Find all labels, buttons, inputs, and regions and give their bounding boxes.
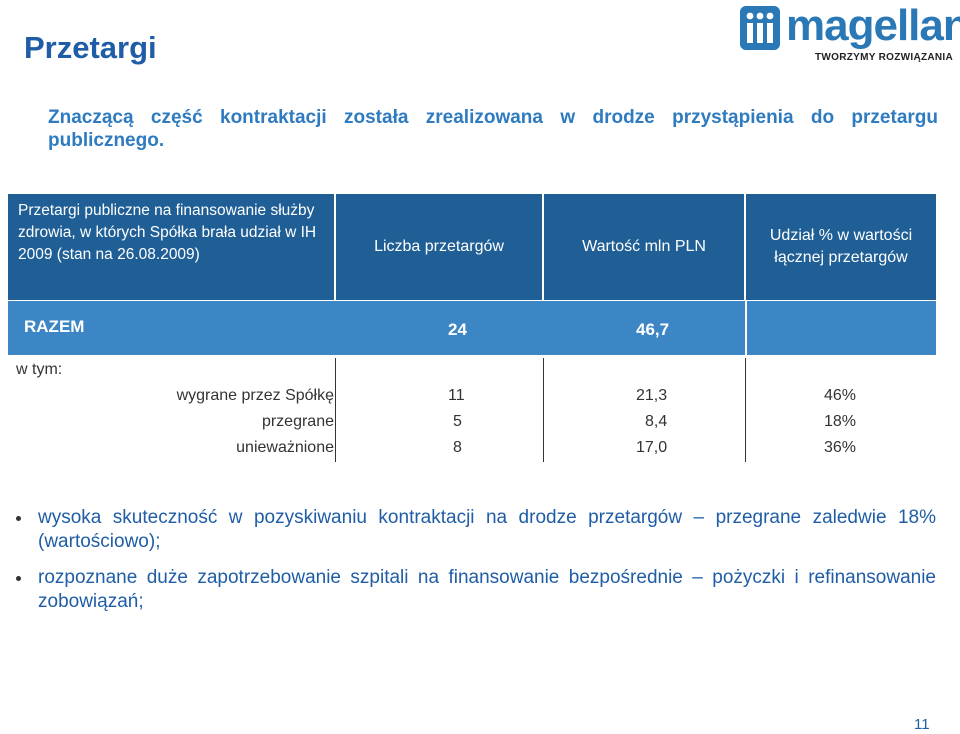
bullet-text: wysoka skuteczność w pozyskiwaniu kontra… [38,507,936,552]
table-header-share: Udział % w wartości łącznej przetargów [746,194,936,300]
row-share: 18% [824,413,857,430]
row-value: 21,3 [636,387,668,404]
bullet-dot-icon [16,576,21,581]
logo-wordmark: magellan [786,1,960,50]
column-divider [335,358,336,462]
company-logo: magellan TWORZYMY ROZWIĄZANIA [740,1,960,66]
row-label: unieważnione [236,439,334,456]
table-header-count: Liczba przetargów [336,194,542,300]
total-count: 24 [448,320,467,339]
total-label: RAZEM [24,317,85,336]
bullet-item: wysoka skuteczność w pozyskiwaniu kontra… [16,506,936,554]
table-header-value: Wartość mln PLN [544,194,744,300]
page-number: 11 [914,716,930,733]
total-value: 46,7 [636,320,670,339]
row-label: wygrane przez Spółkę [176,387,334,404]
table-header-description: Przetargi publiczne na finansowanie służ… [8,194,334,300]
row-count: 8 [453,439,462,456]
bullet-text: rozpoznane duże zapotrzebowanie szpitali… [38,567,936,612]
row-share: 46% [824,387,857,404]
row-count: 5 [453,413,462,430]
row-value: 17,0 [636,439,668,456]
row-count: 11 [448,387,465,404]
subtitle: Znaczącą część kontraktacji została zrea… [48,107,938,151]
magellan-logo-mark-icon [740,6,780,50]
row-label: przegrane [261,413,334,430]
column-divider [745,301,747,355]
bullet-dot-icon [16,516,21,521]
column-divider [745,358,746,462]
page-title: Przetargi [24,30,157,65]
row-value: 8,4 [645,413,668,430]
summary-bullets: wysoka skuteczność w pozyskiwaniu kontra… [16,506,936,626]
table-subheader: w tym: [16,361,63,378]
logo-tagline: TWORZYMY ROZWIĄZANIA [815,52,954,63]
table-total-row: RAZEM 24 46,7 [8,301,936,355]
bullet-item: rozpoznane duże zapotrzebowanie szpitali… [16,566,936,614]
row-share: 36% [824,439,857,456]
column-divider [543,358,544,462]
